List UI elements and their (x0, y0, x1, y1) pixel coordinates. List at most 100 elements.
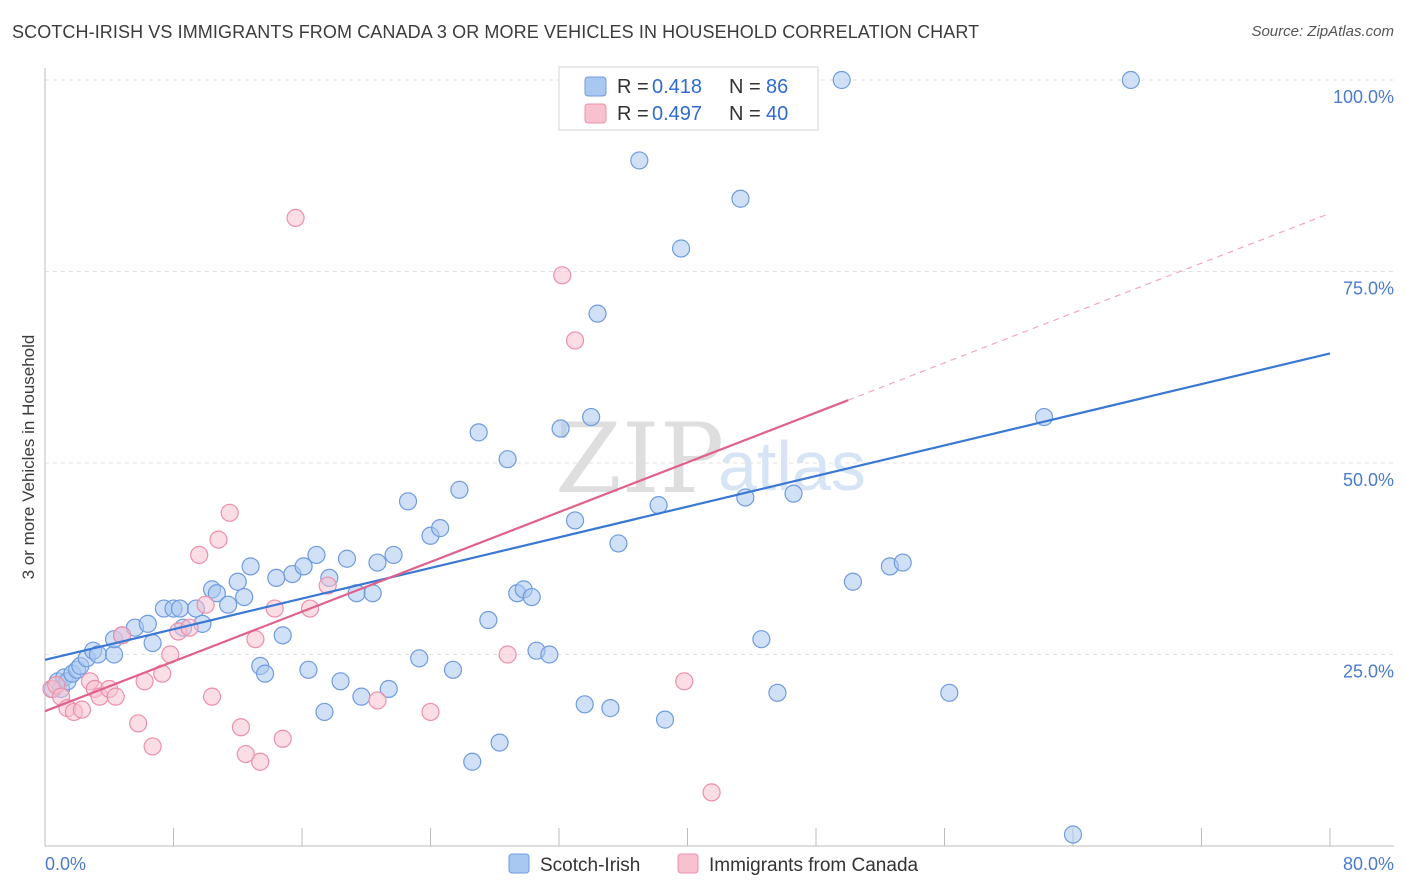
scotch-irish-point-63 (551, 419, 570, 438)
scotch-irish-point-67 (588, 304, 607, 323)
scotch-irish-point-52 (450, 480, 469, 499)
canada-point-19 (190, 545, 209, 565)
legend-n-value-2: 40 (766, 103, 788, 125)
scotch-irish-point-62 (540, 645, 559, 664)
scotch-irish-point-66 (582, 407, 601, 427)
scotch-irish-point-30 (255, 664, 275, 683)
scotch-irish-point-36 (307, 545, 326, 565)
legend-r-label-1: R = (617, 76, 649, 98)
scotch-irish-point-34 (294, 557, 313, 576)
y-tick-label-25: 25.0% (1343, 662, 1394, 682)
scotch-irish-point-81 (843, 572, 863, 591)
scotch-irish-point-45 (379, 679, 398, 699)
y-tick-label-75: 75.0% (1343, 279, 1394, 299)
scotch-irish-point-80 (832, 70, 851, 90)
scotch-irish-point-28 (241, 557, 260, 576)
scotch-irish-point-84 (940, 683, 959, 702)
canada-point-24 (231, 718, 251, 737)
canada-point-5 (72, 700, 92, 719)
scotch-irish-point-35 (299, 660, 318, 679)
legend-r-label-2: R = (617, 103, 649, 125)
scotch-irish-point-37 (315, 702, 334, 722)
bottom-legend-label-canada: Immigrants from Canada (709, 855, 919, 876)
scotch-irish-point-75 (731, 189, 750, 208)
watermark: ZIP atlas (555, 403, 866, 515)
scotch-irish-point-86 (1063, 825, 1083, 844)
scotch-irish-point-47 (398, 492, 418, 511)
scotch-irish-point-44 (368, 553, 387, 572)
scotch-irish-point-31 (267, 568, 286, 588)
x-ticks (44, 828, 1331, 846)
canada-point-35 (498, 645, 517, 664)
scotch-irish-point-79 (784, 484, 803, 503)
scotch-irish-point-42 (352, 687, 371, 706)
scotch-irish-trend-line (44, 352, 1331, 661)
bottom-legend-swatch-scotch-irish (508, 853, 530, 874)
scotch-irish-point-26 (228, 572, 247, 591)
legend-r-value-2: 0.497 (652, 103, 702, 125)
canada-point-38 (675, 672, 694, 691)
canada-point-22 (209, 530, 228, 549)
y-tick-labels: 25.0% 50.0% 75.0% 100.0% (1333, 87, 1394, 682)
scotch-irish-point-60 (522, 587, 541, 607)
canada-point-30 (286, 208, 305, 227)
canada-point-27 (251, 752, 270, 771)
scotch-irish-points (43, 70, 1140, 844)
legend-r-value-1: 0.418 (652, 76, 702, 98)
scotch-irish-point-87 (1121, 70, 1140, 90)
source-label: Source: ZipAtlas.com (1251, 23, 1394, 40)
canada-point-26 (246, 630, 265, 649)
canada-point-29 (273, 729, 292, 748)
bottom-legend-label-scotch-irish: Scotch-Irish (540, 855, 640, 876)
legend-n-value-1: 86 (766, 76, 788, 98)
scotch-irish-point-73 (655, 710, 675, 729)
canada-points (42, 208, 721, 802)
scotch-irish-point-55 (479, 610, 498, 630)
scotch-irish-point-56 (490, 733, 509, 752)
scotch-irish-point-68 (601, 699, 620, 718)
canada-point-34 (421, 702, 440, 722)
canada-point-20 (196, 595, 215, 614)
scotch-irish-point-78 (768, 683, 787, 702)
scotch-irish-point-32 (273, 626, 292, 645)
canada-point-25 (236, 744, 255, 764)
canada-point-39 (702, 783, 721, 802)
scotch-irish-point-46 (384, 545, 403, 565)
y-axis-title: 3 or more Vehicles in Household (19, 335, 38, 580)
scotch-irish-point-50 (431, 519, 450, 538)
canada-point-37 (565, 331, 585, 350)
scotch-irish-point-77 (752, 630, 771, 649)
canada-trend-extension (847, 212, 1331, 401)
x-tick-label-max: 80.0% (1343, 854, 1394, 874)
scotch-irish-point-11 (104, 645, 124, 664)
bottom-legend-swatch-canada (677, 853, 699, 874)
scotch-irish-point-54 (469, 423, 488, 442)
canada-trend-line (44, 399, 849, 713)
chart-title: SCOTCH-IRISH VS IMMIGRANTS FROM CANADA 3… (12, 22, 980, 42)
canada-point-23 (220, 503, 239, 522)
scotch-irish-point-65 (575, 695, 594, 714)
scotch-irish-point-48 (410, 649, 429, 668)
y-tick-label-100: 100.0% (1333, 87, 1394, 107)
x-tick-label-min: 0.0% (45, 854, 86, 874)
scotch-irish-point-69 (609, 534, 628, 553)
scotch-irish-point-74 (671, 239, 691, 258)
canada-point-32 (318, 576, 337, 595)
canada-point-36 (553, 266, 572, 285)
legend-swatch-canada (584, 103, 607, 124)
legend-n-label-2: N = (729, 103, 761, 125)
canada-point-21 (202, 687, 222, 706)
scotch-irish-point-70 (630, 151, 649, 170)
scotch-irish-point-39 (331, 672, 350, 691)
scotch-irish-point-16 (143, 633, 162, 653)
canada-point-33 (368, 691, 387, 710)
canada-point-12 (129, 714, 148, 733)
canada-point-10 (106, 687, 125, 706)
scotch-irish-point-57 (498, 450, 517, 469)
legend-swatch-scotch-irish (584, 76, 607, 97)
scotch-irish-point-15 (138, 614, 157, 633)
bottom-legend: Scotch-Irish Immigrants from Canada (508, 853, 919, 876)
canada-point-14 (143, 737, 162, 756)
top-legend: R = 0.418 N = 86 R = 0.497 N = 40 (558, 66, 819, 131)
